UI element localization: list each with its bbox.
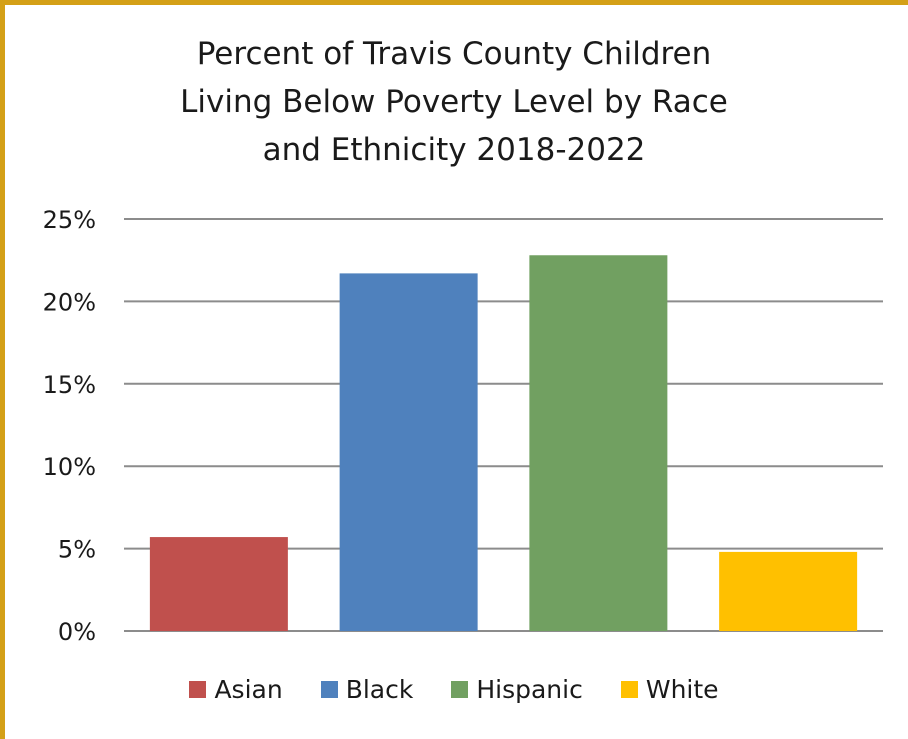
legend-item-white: White bbox=[620, 675, 719, 704]
y-tick-label-4: 20% bbox=[43, 288, 96, 316]
bar-white bbox=[719, 551, 858, 631]
chart-title-line-3: and Ethnicity 2018-2022 bbox=[262, 132, 646, 168]
legend-swatch-white bbox=[620, 681, 638, 698]
legend-label-white: White bbox=[645, 675, 719, 704]
legend-item-hispanic: Hispanic bbox=[451, 675, 583, 704]
legend-label-asian: Asian bbox=[214, 675, 283, 704]
chart-title: Percent of Travis County Children Living… bbox=[0, 30, 908, 174]
legend-swatch-hispanic bbox=[451, 681, 469, 698]
y-tick-label-5: 25% bbox=[43, 206, 96, 234]
legend-label-black: Black bbox=[345, 675, 414, 704]
chart-title-line-1: Percent of Travis County Children bbox=[196, 36, 712, 72]
chart-title-line-2: Living Below Poverty Level by Race bbox=[180, 84, 728, 120]
y-tick-label-1: 5% bbox=[58, 536, 96, 564]
y-tick-label-3: 15% bbox=[43, 371, 96, 399]
legend-swatch-black bbox=[320, 681, 338, 698]
y-tick-label-2: 10% bbox=[43, 453, 96, 481]
bar-asian bbox=[149, 537, 288, 631]
bar-black bbox=[339, 273, 478, 631]
y-tick-label-0: 0% bbox=[58, 618, 96, 646]
bar-hispanic bbox=[529, 255, 668, 632]
legend-item-asian: Asian bbox=[189, 675, 283, 704]
legend-item-black: Black bbox=[320, 675, 414, 704]
legend-swatch-asian bbox=[189, 681, 207, 698]
chart-legend: Asian Black Hispanic White bbox=[0, 675, 908, 704]
legend-label-hispanic: Hispanic bbox=[476, 675, 583, 704]
